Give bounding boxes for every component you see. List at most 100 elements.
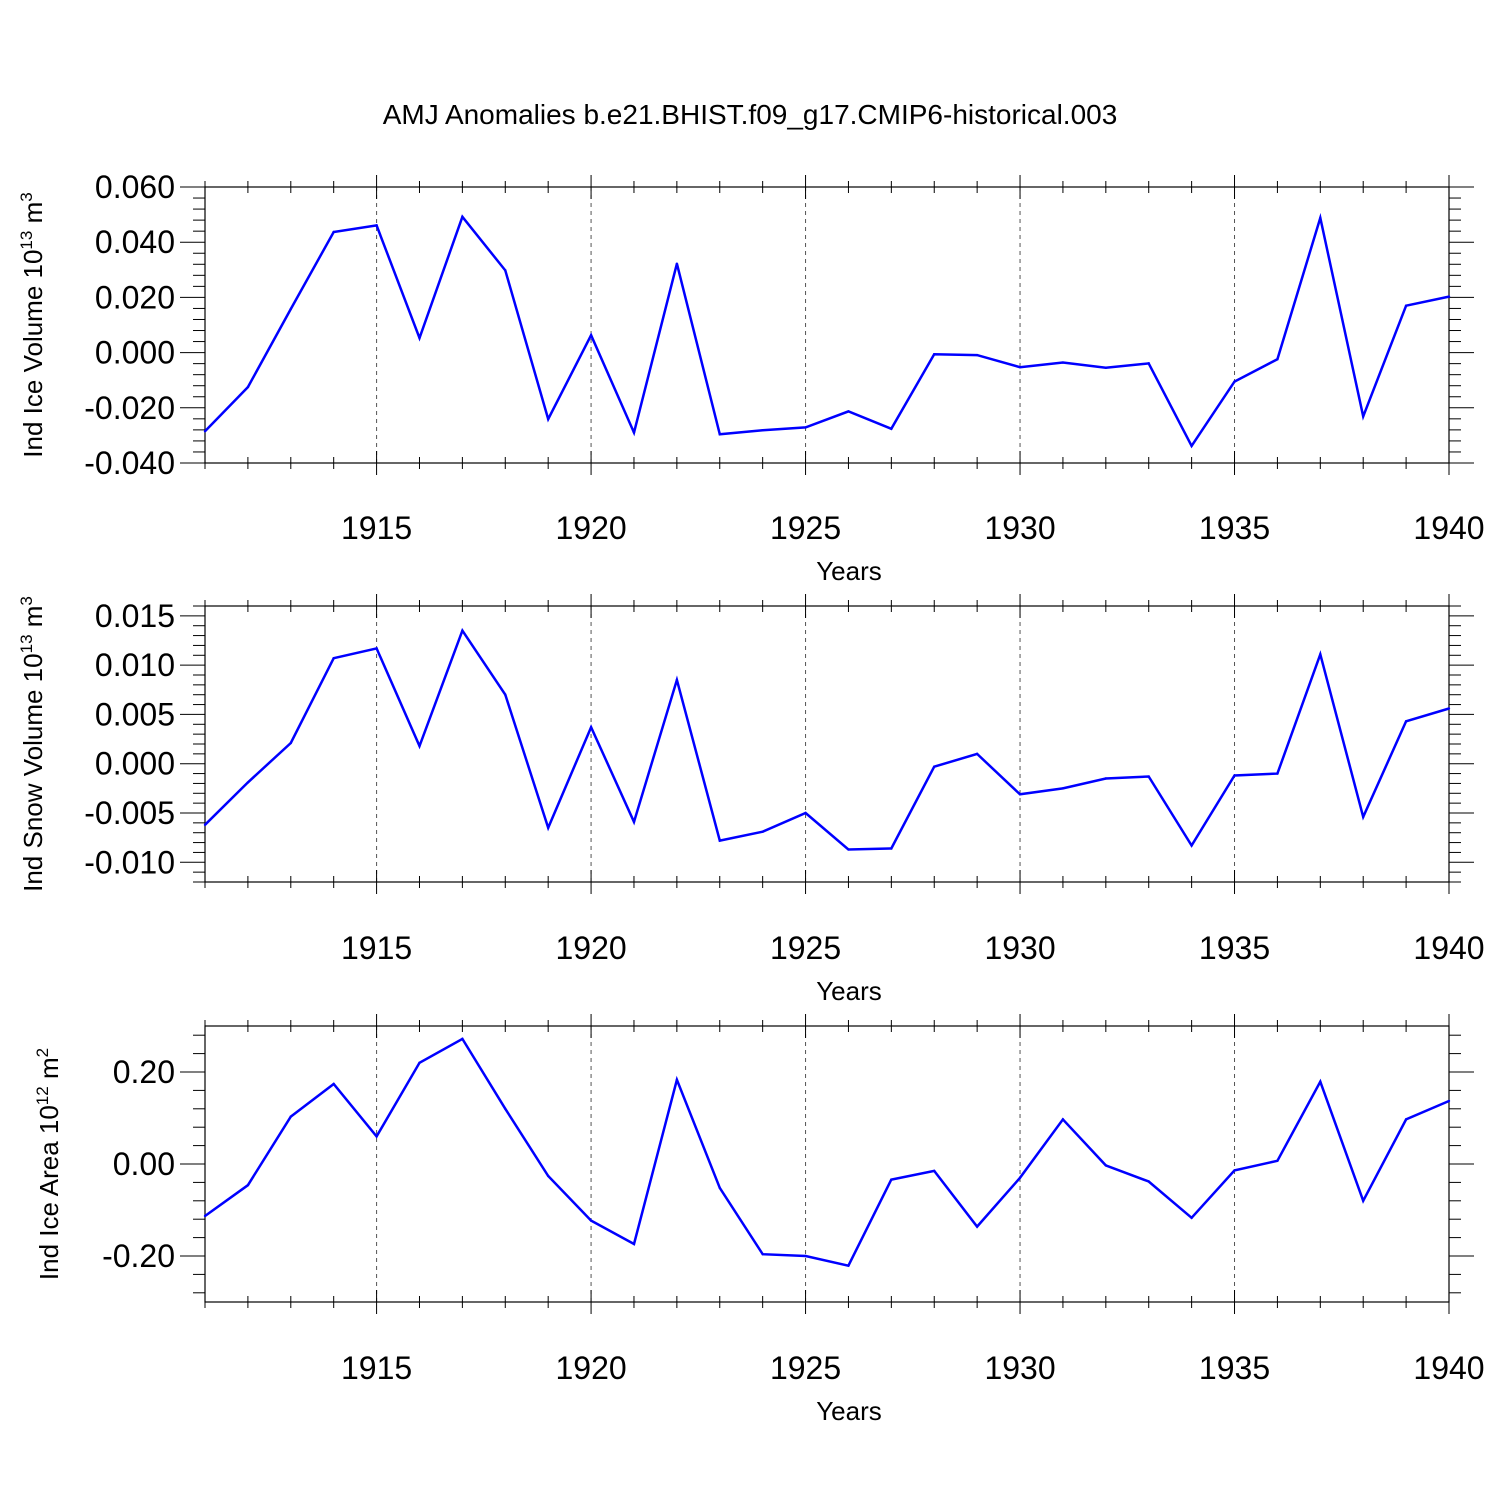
data-point-1919: [546, 1174, 550, 1178]
data-point-1923: [718, 839, 721, 842]
data-point-1935: [1233, 1169, 1236, 1172]
panel-2: 0.015 0.010 0.005 0.000 -0.005 -0.010 1915 1920…: [17, 594, 1485, 1006]
data-point-1917: [461, 629, 464, 632]
y-tick-label: 0.015: [95, 598, 175, 634]
data-point-1912: [246, 385, 250, 389]
data-point-1940: [1447, 707, 1451, 710]
data-point-1912: [246, 1183, 250, 1187]
data-point-1927: [890, 1178, 893, 1181]
data-point-1921: [632, 820, 636, 824]
x-tick-label: 1940: [1413, 510, 1484, 546]
x-tick-label: 1920: [555, 930, 626, 966]
data-point-1921: [632, 1242, 636, 1246]
data-point-1938: [1362, 815, 1365, 819]
series-line: [204, 1037, 1450, 1268]
data-point-1924: [761, 428, 764, 432]
plot-frame: [204, 605, 1450, 883]
data-point-1931: [1061, 787, 1065, 790]
data-point-1917: [461, 1037, 464, 1041]
data-point-1915: [375, 224, 378, 227]
y-tick-label: 0.005: [95, 696, 175, 732]
x-tick-label: 1915: [341, 510, 412, 546]
x-tick-label: 1925: [770, 1350, 841, 1386]
y-axis-title-main: Ind Ice Area 10: [34, 1105, 64, 1280]
data-point-1927: [890, 427, 893, 430]
data-point-1925: [804, 426, 807, 429]
y-tick-label: -0.040: [84, 445, 175, 481]
x-tick-label: 1935: [1199, 1350, 1270, 1386]
data-point-1925: [804, 1254, 807, 1258]
x-tick-label: 1920: [555, 510, 626, 546]
x-tick-label: 1915: [341, 1350, 412, 1386]
data-point-1914: [332, 657, 335, 660]
data-point-1917: [461, 215, 464, 219]
data-point-1927: [890, 847, 893, 850]
y-axis-title-exponent: 13: [17, 634, 36, 653]
y-tick-label: 0.20: [113, 1054, 175, 1090]
y-axis-title-unit: m: [34, 1057, 64, 1086]
data-point-1930: [1018, 1176, 1022, 1180]
data-point-1914: [332, 230, 335, 234]
data-point-1937: [1319, 216, 1322, 220]
x-axis-title: Years: [816, 556, 882, 586]
data-point-1928: [933, 1169, 936, 1173]
y-axis-title-main: Ind Ice Volume 10: [18, 250, 48, 458]
chart-panels: 0.060 0.040 0.020 0.000 -0.020 -0.040 1915 1920…: [17, 169, 1485, 1426]
x-axis-title: Years: [816, 976, 882, 1006]
x-tick-label: 1935: [1199, 510, 1270, 546]
y-axis-title: Ind Ice Area 1012 m2: [33, 1048, 64, 1280]
panel-1: 0.060 0.040 0.020 0.000 -0.020 -0.040 1915 1920…: [17, 169, 1485, 586]
data-point-1919: [546, 826, 550, 829]
y-axis-title: Ind Ice Volume 1013 m3: [17, 192, 48, 457]
data-point-1918: [504, 1107, 507, 1111]
data-point-1920: [589, 726, 593, 729]
data-point-1916: [418, 336, 421, 340]
data-point-1935: [1233, 380, 1236, 383]
y-tick-label: 0.000: [95, 335, 175, 371]
data-point-1921: [632, 431, 636, 434]
data-point-1922: [675, 678, 679, 682]
figure-title: AMJ Anomalies b.e21.BHIST.f09_g17.CMIP6-…: [383, 99, 1118, 130]
x-tick-label: 1930: [984, 930, 1055, 966]
data-point-1911: [203, 823, 207, 827]
y-tick-label: -0.20: [102, 1238, 175, 1274]
data-point-1915: [375, 1135, 378, 1138]
data-point-1934: [1190, 844, 1193, 847]
data-point-1939: [1404, 304, 1408, 307]
data-point-1936: [1276, 1159, 1279, 1162]
data-point-1918: [504, 693, 507, 696]
data-point-1926: [847, 848, 850, 851]
data-point-1936: [1276, 358, 1279, 361]
data-point-1923: [718, 1186, 721, 1190]
y-tick-label: 0.040: [95, 224, 175, 260]
data-point-1930: [1018, 793, 1022, 796]
y-axis-title-exponent: 13: [17, 231, 36, 250]
panel-3: 0.20 0.00 -0.20 1915 1920 1925 1930 1935 1940 Yea…: [33, 1014, 1485, 1426]
data-point-1913: [289, 741, 292, 745]
series-line: [204, 627, 1450, 851]
data-point-1930: [1018, 366, 1022, 369]
data-point-1940: [1447, 295, 1451, 298]
y-tick-label: -0.020: [84, 390, 175, 426]
data-point-1933: [1147, 1180, 1150, 1183]
data-point-1938: [1362, 415, 1365, 418]
x-axis-title: Years: [816, 1396, 882, 1426]
x-tick-label: 1935: [1199, 930, 1270, 966]
data-point-1919: [546, 417, 550, 421]
y-axis-title-unit-exponent: 3: [17, 596, 36, 605]
y-tick-label: -0.010: [84, 844, 175, 880]
x-tick-label: 1940: [1413, 1350, 1484, 1386]
data-point-1929: [975, 353, 979, 357]
data-point-1920: [589, 1219, 593, 1222]
x-tick-label: 1925: [770, 510, 841, 546]
data-point-1913: [289, 1115, 292, 1118]
y-axis-title-exponent: 12: [33, 1086, 52, 1105]
data-point-1937: [1319, 653, 1322, 656]
data-point-1933: [1147, 775, 1150, 778]
data-point-1928: [933, 353, 936, 356]
y-axis-title-unit-exponent: 2: [33, 1048, 52, 1057]
data-point-1932: [1104, 1164, 1108, 1167]
y-tick-label: 0.00: [113, 1146, 175, 1182]
y-tick-label: 0.010: [95, 647, 175, 683]
data-point-1922: [675, 262, 679, 265]
